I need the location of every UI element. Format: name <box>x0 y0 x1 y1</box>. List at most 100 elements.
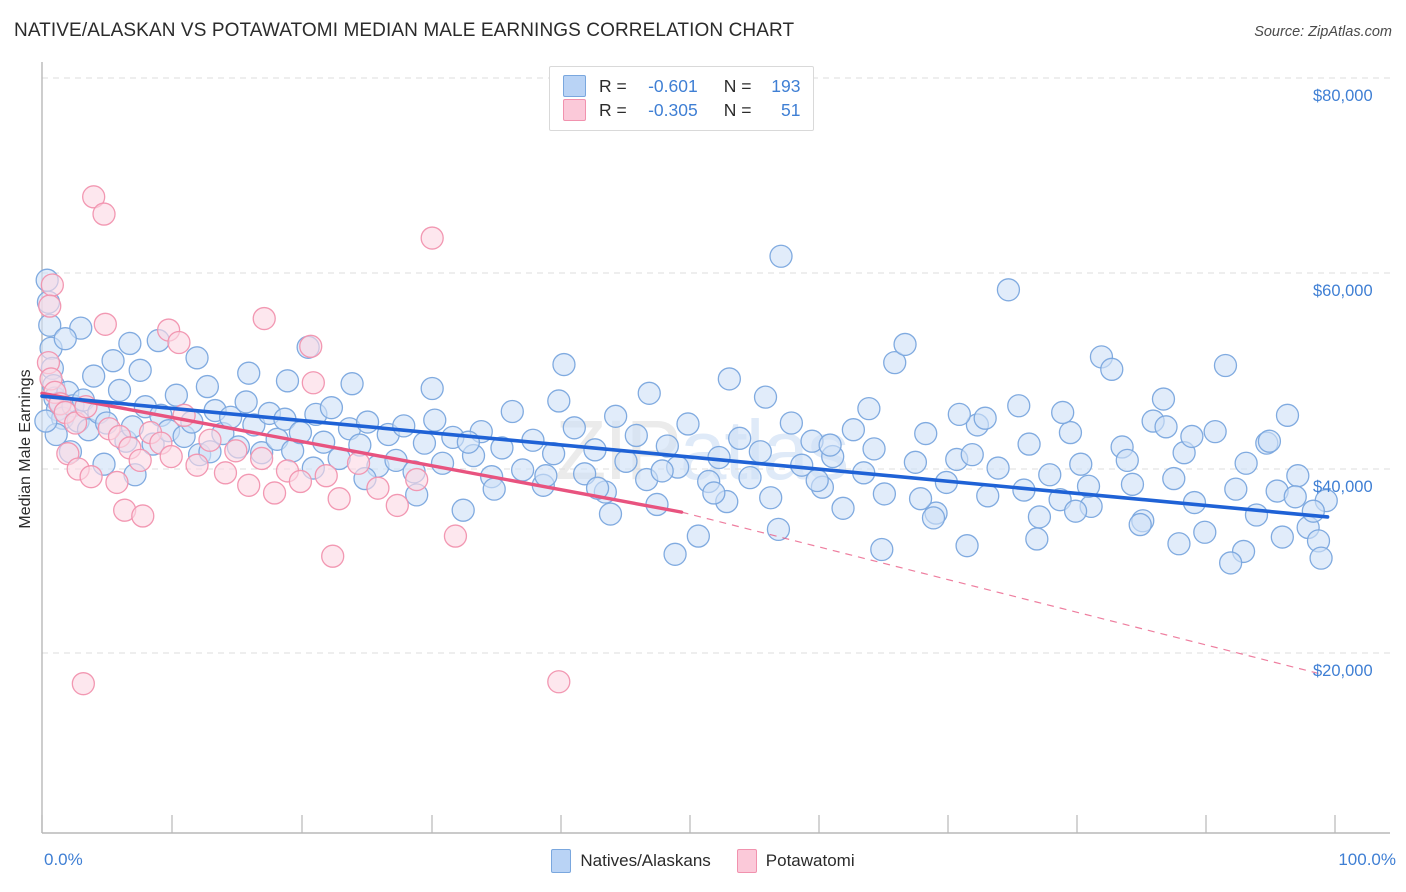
data-point <box>1048 488 1072 512</box>
stats-r-value: -0.601 <box>648 75 698 96</box>
stats-r-label: R = <box>599 75 627 96</box>
data-point <box>686 524 710 548</box>
stats-n-value: 51 <box>781 99 801 120</box>
page-title: NATIVE/ALASKAN VS POTAWATOMI MEDIAN MALE… <box>14 20 795 41</box>
stats-legend-row: R = -0.305 N = 51 <box>563 98 800 122</box>
data-point <box>412 431 437 455</box>
data-point <box>1234 451 1258 475</box>
data-point <box>1017 432 1041 456</box>
data-point <box>1193 520 1217 544</box>
data-point <box>1286 464 1310 488</box>
stats-r-label: R = <box>599 99 627 120</box>
data-point <box>420 226 444 250</box>
data-point <box>1162 466 1186 491</box>
data-point <box>101 349 125 373</box>
data-point <box>319 396 344 420</box>
legend-item-natives-alaskans[interactable]: Natives/Alaskans <box>551 849 711 873</box>
data-point <box>82 364 106 388</box>
legend-label: Potawatomi <box>765 851 855 870</box>
data-point <box>637 381 661 405</box>
data-point <box>237 473 261 497</box>
data-point <box>71 672 95 696</box>
legend-swatch <box>551 849 572 873</box>
data-point <box>955 534 979 558</box>
data-point <box>1167 532 1191 556</box>
data-point <box>34 409 58 433</box>
data-point <box>128 448 152 473</box>
data-point <box>585 476 610 500</box>
data-point <box>872 482 897 506</box>
data-point <box>105 470 129 495</box>
data-point <box>534 464 558 488</box>
data-point <box>1301 499 1325 523</box>
data-point <box>818 433 842 457</box>
data-point <box>252 306 276 331</box>
data-point <box>451 498 475 522</box>
trendline-extension-potawatomi <box>681 511 1322 675</box>
data-point <box>841 418 866 442</box>
data-point <box>1115 448 1139 473</box>
data-point <box>1257 429 1282 453</box>
trendline-natives-alaskans <box>40 394 1330 519</box>
data-point <box>185 453 209 477</box>
stats-n-value: 193 <box>771 75 801 96</box>
data-point <box>1027 505 1052 529</box>
trendline-potawatomi <box>40 391 684 514</box>
data-point <box>805 468 829 493</box>
data-point <box>1076 474 1101 498</box>
data-point <box>1100 357 1124 381</box>
data-point <box>237 361 261 385</box>
data-point <box>552 352 576 377</box>
data-point <box>40 273 64 297</box>
data-point <box>340 372 364 396</box>
data-point <box>366 476 390 500</box>
y-axis-tick-label: $80,000 <box>1313 87 1373 105</box>
data-point <box>908 487 933 511</box>
data-point <box>482 477 506 501</box>
data-point <box>1218 551 1243 575</box>
data-point <box>676 412 700 436</box>
data-point <box>903 450 928 474</box>
data-point <box>82 185 106 209</box>
data-point <box>288 469 313 494</box>
stats-legend-row: R = -0.601 N = 193 <box>563 74 800 98</box>
data-point <box>131 504 155 528</box>
data-point <box>405 467 429 492</box>
data-point <box>314 464 338 488</box>
data-point <box>195 374 220 399</box>
data-point <box>423 408 447 432</box>
data-point <box>1007 394 1031 418</box>
stats-legend-swatch <box>563 99 586 121</box>
data-point <box>107 378 132 403</box>
data-point <box>1309 546 1333 570</box>
data-point <box>275 369 300 393</box>
data-point <box>490 436 514 460</box>
data-point <box>562 416 586 440</box>
data-point <box>500 399 524 424</box>
data-point <box>164 383 189 407</box>
source-label: Source: ZipAtlas.com <box>1254 24 1392 40</box>
data-point <box>443 524 468 548</box>
data-point <box>53 327 77 351</box>
data-point <box>893 332 917 357</box>
data-point <box>93 312 117 336</box>
data-point <box>118 331 142 356</box>
y-axis-tick-label: $60,000 <box>1313 282 1373 300</box>
data-point <box>1151 387 1176 411</box>
data-point <box>650 459 674 483</box>
data-point <box>299 334 323 358</box>
data-point <box>766 517 791 542</box>
data-point <box>301 371 325 395</box>
data-point <box>728 426 752 450</box>
data-point <box>79 465 103 489</box>
data-point <box>753 385 778 409</box>
data-point <box>1051 400 1075 425</box>
data-point <box>1025 527 1049 551</box>
data-point <box>1154 415 1178 439</box>
legend-item-potawatomi[interactable]: Potawatomi <box>736 849 855 873</box>
data-point <box>547 389 571 413</box>
data-point <box>430 451 455 475</box>
stats-n-label: N = <box>723 75 752 96</box>
data-point <box>1213 353 1238 378</box>
data-point <box>159 444 183 469</box>
